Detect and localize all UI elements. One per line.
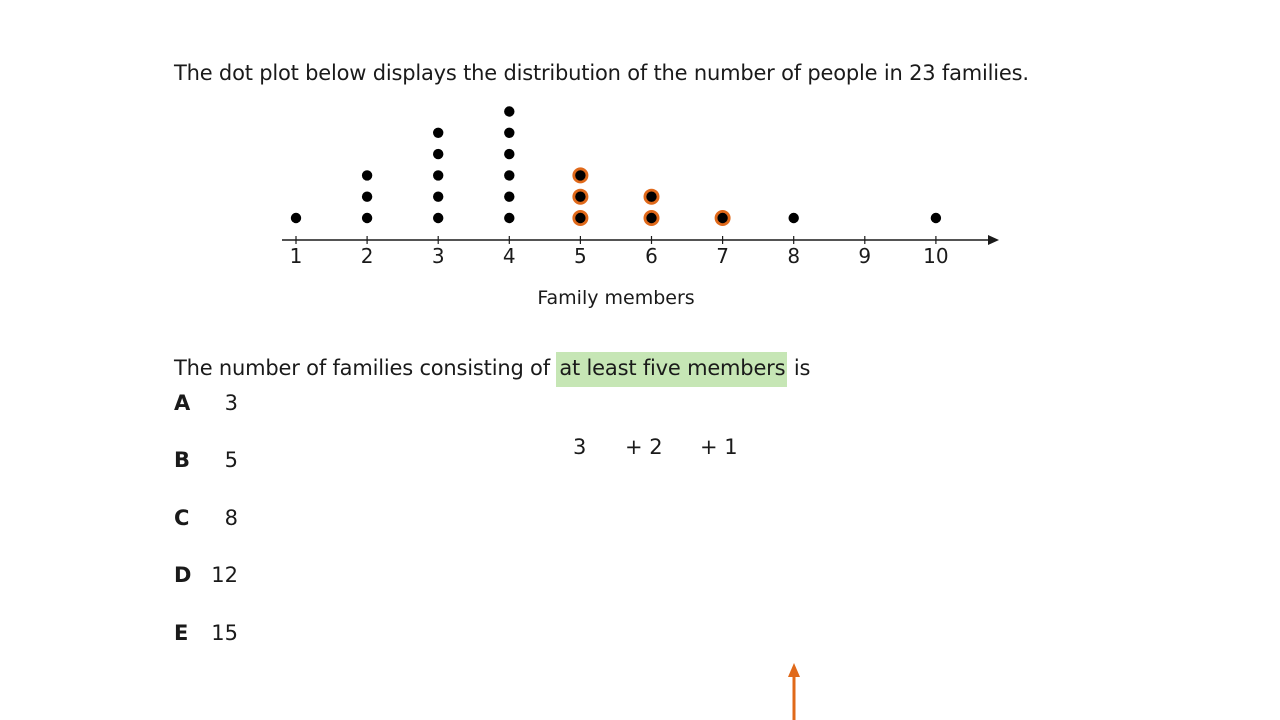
x-tick-label: 4 xyxy=(503,244,516,268)
data-dot xyxy=(361,191,373,202)
choice-value: 12 xyxy=(211,563,238,587)
choice-letter: C xyxy=(174,506,190,530)
choice-a[interactable]: A 3 xyxy=(174,391,254,421)
data-dot xyxy=(646,212,657,224)
choice-value: 3 xyxy=(224,391,238,415)
highlight-ring xyxy=(714,210,731,226)
highlight-ring xyxy=(572,188,589,205)
dot-plot-dots xyxy=(290,106,942,226)
data-dot xyxy=(930,212,942,224)
intro-text: The dot plot below displays the distribu… xyxy=(174,61,1029,85)
x-tick-label: 7 xyxy=(716,244,729,268)
dot-plot-axis: 1 2 3 4 5 6 7 8 9 10 xyxy=(282,235,999,268)
highlighted-phrase: at least five members xyxy=(556,352,788,387)
question-text-start: The number of families consisting of xyxy=(174,356,557,380)
data-dot xyxy=(504,148,515,160)
work-term-2: + 2 xyxy=(625,435,663,459)
choice-letter: E xyxy=(174,621,189,645)
x-axis-label: Family members xyxy=(537,287,694,309)
choice-letter: A xyxy=(174,391,191,415)
data-dot xyxy=(433,212,444,224)
x-axis-arrowhead xyxy=(988,235,999,245)
x-tick-label: 10 xyxy=(923,244,948,268)
question-text: The number of families consisting of at … xyxy=(174,352,811,387)
data-dot xyxy=(504,127,515,138)
data-dot xyxy=(788,212,799,224)
highlight-ring xyxy=(572,210,589,226)
data-dot xyxy=(433,127,444,138)
question-text-end: is xyxy=(787,356,811,380)
work-term-1: 3 xyxy=(573,435,587,459)
x-tick-label: 2 xyxy=(361,244,374,268)
choice-letter: B xyxy=(174,448,191,472)
data-dot xyxy=(361,170,373,181)
data-dot xyxy=(717,212,728,224)
choice-value: 5 xyxy=(224,448,238,472)
choice-c[interactable]: C 8 xyxy=(174,506,254,536)
data-dot xyxy=(575,191,586,202)
x-tick-label: 3 xyxy=(432,244,445,268)
x-tick-label: 5 xyxy=(574,244,587,268)
data-dot xyxy=(575,170,586,181)
data-dot xyxy=(504,212,515,224)
choice-b[interactable]: B 5 xyxy=(174,448,254,478)
choice-letter: D xyxy=(174,563,192,587)
choice-d[interactable]: D 12 xyxy=(174,563,254,593)
data-dot xyxy=(361,212,373,224)
x-tick-label: 6 xyxy=(645,244,658,268)
highlight-ring xyxy=(572,167,589,184)
data-dot xyxy=(433,170,444,181)
choice-value: 8 xyxy=(224,506,238,530)
work-term-3: + 1 xyxy=(700,435,738,459)
highlight-ring xyxy=(643,210,660,226)
data-dot xyxy=(504,106,515,117)
data-dot xyxy=(646,191,657,202)
data-dot xyxy=(290,212,302,224)
choice-value: 15 xyxy=(211,621,238,645)
up-arrow-icon xyxy=(788,663,800,720)
highlight-ring xyxy=(643,188,660,205)
choice-e[interactable]: E 15 xyxy=(174,621,254,651)
data-dot xyxy=(433,191,444,202)
data-dot xyxy=(504,170,515,181)
data-dot xyxy=(575,212,586,224)
data-dot xyxy=(504,191,515,202)
data-dot xyxy=(433,148,444,160)
x-tick-label: 8 xyxy=(787,244,800,268)
x-tick-label: 9 xyxy=(858,244,871,268)
x-tick-label: 1 xyxy=(290,244,303,268)
